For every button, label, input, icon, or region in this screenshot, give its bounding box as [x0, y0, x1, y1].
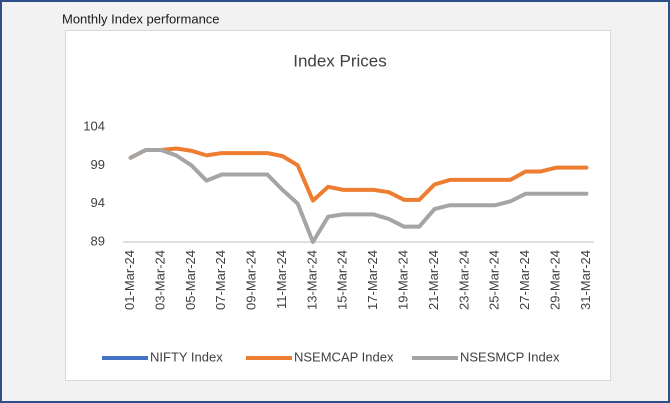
x-tick-label: 07-Mar-24 — [213, 250, 228, 310]
x-tick-label: 23-Mar-24 — [456, 250, 471, 310]
y-tick-label: 99 — [91, 157, 105, 172]
x-tick-label: 19-Mar-24 — [396, 250, 411, 310]
y-tick-label: 94 — [91, 195, 105, 210]
x-tick-label: 25-Mar-24 — [487, 250, 502, 310]
chart-title: Index Prices — [293, 51, 387, 70]
legend-label: NSESMCP Index — [460, 349, 560, 364]
x-tick-label: 05-Mar-24 — [183, 250, 198, 310]
heading: Monthly Index performance — [62, 11, 220, 26]
series-line — [128, 148, 589, 244]
legend-label: NIFTY Index — [150, 349, 223, 364]
x-tick-label: 03-Mar-24 — [152, 250, 167, 310]
chart-area — [65, 30, 611, 381]
x-tick-label: 21-Mar-24 — [426, 250, 441, 310]
x-tick-label: 17-Mar-24 — [365, 250, 380, 310]
x-tick-label: 09-Mar-24 — [244, 250, 259, 310]
y-tick-label: 89 — [91, 233, 105, 248]
x-tick-label: 27-Mar-24 — [517, 250, 532, 310]
x-tick-label: 15-Mar-24 — [335, 250, 350, 310]
x-tick-label: 11-Mar-24 — [274, 250, 289, 309]
series-line — [128, 146, 589, 203]
x-tick-label: 31-Mar-24 — [578, 250, 593, 310]
y-tick-label: 104 — [83, 118, 105, 133]
x-tick-label: 01-Mar-24 — [122, 250, 137, 310]
legend-label: NSEMCAP Index — [294, 349, 394, 364]
x-tick-label: 13-Mar-24 — [304, 250, 319, 310]
x-tick-label: 29-Mar-24 — [547, 250, 562, 310]
